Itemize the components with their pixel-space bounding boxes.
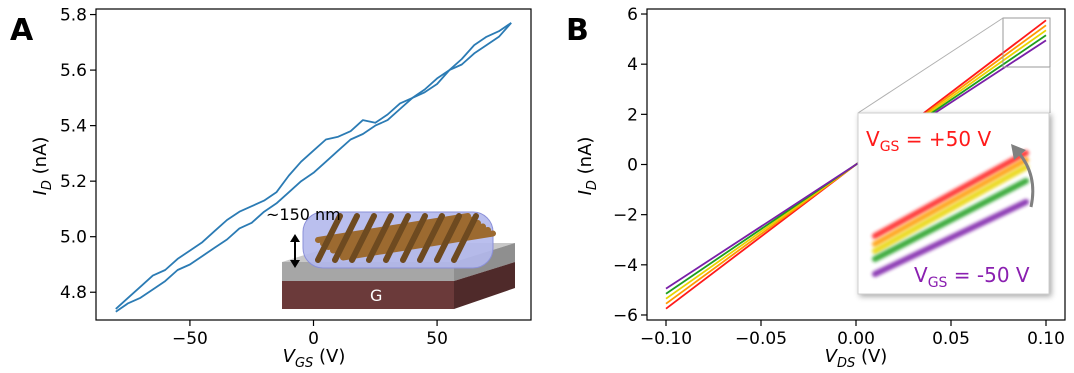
panel-a-xtick-label-2: 50 [426, 329, 448, 349]
panel-b-ytick-label-4: 2 [627, 105, 638, 125]
zoom-top-label: VGS = +50 V [866, 127, 991, 155]
panel-b-ytick-label-1: −4 [613, 256, 638, 276]
panel-b-ytick-label-6: 6 [627, 5, 638, 25]
nanorod-cross-0 [315, 213, 343, 263]
panel-a-ytick-label-5: 5.8 [60, 6, 87, 26]
panel-a-series-line-1 [115, 22, 512, 313]
zoom-line-0 [872, 150, 1029, 239]
zoom-top-label-var: V [866, 127, 880, 151]
zoom-line-4 [872, 199, 1029, 277]
panel-b-ylabel-sub: D [585, 180, 600, 190]
panel-b-xtick-label-2: 0.00 [837, 329, 875, 349]
zoom-line-1 [872, 157, 1029, 247]
curved-arrow-icon [1016, 151, 1035, 208]
zoom-inset-lines [872, 150, 1029, 277]
panel-b-xtick-label-4: 0.10 [1027, 329, 1065, 349]
panel-a-ylabel-var: I [30, 190, 51, 195]
panel-b-xtick-label-3: 0.05 [932, 329, 970, 349]
panel-a-series-group [115, 22, 512, 313]
panel-b-xtick-label-1: −0.05 [735, 329, 787, 349]
device-schematic: ~150 nm G [266, 205, 515, 309]
zoom-inset: VGS = +50 V VGS = -50 V [857, 112, 1050, 295]
zoom-top-label-value: = +50 V [899, 127, 991, 151]
zoom-top-label-sub: GS [880, 139, 900, 155]
curved-arrow-head-icon [1011, 144, 1026, 160]
nanorod-cross-1 [332, 213, 360, 263]
zoom-region-box [1002, 17, 1051, 68]
panel-b-xlabel-sub: DS [837, 356, 855, 371]
zoom-line-2 [872, 164, 1029, 254]
panel-a-ylabel-unit: (nA) [30, 137, 51, 181]
panel-b-series-group [665, 19, 1047, 310]
nanorod-cross-5 [400, 213, 428, 263]
panel-b-ylabel-var: I [575, 190, 596, 195]
panel-b-ylabel: ID (nA) [575, 137, 600, 196]
panel-a-xlabel-unit: (V) [313, 346, 345, 367]
panel-b-ytick-label-5: 4 [627, 55, 638, 75]
panel-b-xtick-label-0: −0.10 [640, 329, 692, 349]
panel-b-series-line-4 [665, 39, 1047, 290]
panel-a-ticks: −50 0 50 4.8 5.0 5.2 5.4 5.6 5.8 [60, 6, 448, 349]
nanorod-cross-2 [349, 213, 377, 263]
gate-layer-side [454, 262, 515, 309]
panel-a-ytick-label-3: 5.4 [60, 117, 87, 137]
panel-b-xlabel-var: V [825, 346, 839, 367]
panel-b-xlabel: VDS (V) [825, 346, 888, 371]
nanorod-cross-8 [451, 213, 479, 263]
zoom-bottom-label-var: V [914, 263, 928, 287]
panel-a-xlabel-var: V [283, 346, 297, 367]
nanorod-cross-7 [434, 213, 462, 263]
panel-a-ylabel: ID (nA) [30, 137, 55, 196]
panel-b-xlabel-unit: (V) [855, 346, 887, 367]
panel-b-ticks: −0.10 −0.05 0.00 0.05 0.10 −6 −4 −2 0 2 4 6 [613, 5, 1065, 349]
panel-a-ytick-label-0: 4.8 [60, 283, 87, 303]
thickness-arrow [290, 234, 300, 268]
zoom-connector-left [857, 17, 1004, 114]
nanorod-cross-3 [366, 213, 394, 263]
nanorods [315, 213, 496, 263]
zoom-bottom-label: VGS = -50 V [914, 263, 1030, 291]
panel-a-xlabel: VGS (V) [283, 346, 346, 371]
zoom-bottom-label-sub: GS [928, 275, 948, 291]
panel-b-ytick-label-2: −2 [613, 206, 638, 226]
panel-a-ytick-label-2: 5.2 [60, 172, 87, 192]
panel-b-ytick-label-3: 0 [627, 156, 638, 176]
panel-b-ytick-label-0: −6 [613, 306, 638, 326]
nanorod-cross-6 [417, 213, 445, 263]
panel-a-xtick-label-1: 0 [308, 329, 319, 349]
zoom-line-3 [872, 178, 1029, 262]
panel-a-series-line-0 [115, 22, 512, 310]
panel-a-xtick-label-0: −50 [172, 329, 208, 349]
panel-b-ylabel-unit: (nA) [575, 137, 596, 181]
panel-a-ytick-label-1: 5.0 [60, 228, 87, 248]
panel-a-ylabel-sub: D [40, 180, 55, 190]
gate-layer-front [282, 281, 454, 309]
panel-a-ytick-label-4: 5.6 [60, 61, 87, 81]
panel-a-letter: A [10, 13, 34, 48]
gate-label: G [370, 286, 382, 305]
zoom-bottom-label-value: = -50 V [947, 263, 1029, 287]
panel-b-letter: B [566, 13, 589, 48]
panel-a-xlabel-sub: GS [295, 356, 313, 371]
thickness-label: ~150 nm [266, 205, 341, 224]
nanorod-cross-4 [383, 213, 411, 263]
panel-a: A −50 0 50 4.8 5.0 5.2 5.4 5.6 5.8 VGS (V) ID (n… [10, 6, 532, 371]
